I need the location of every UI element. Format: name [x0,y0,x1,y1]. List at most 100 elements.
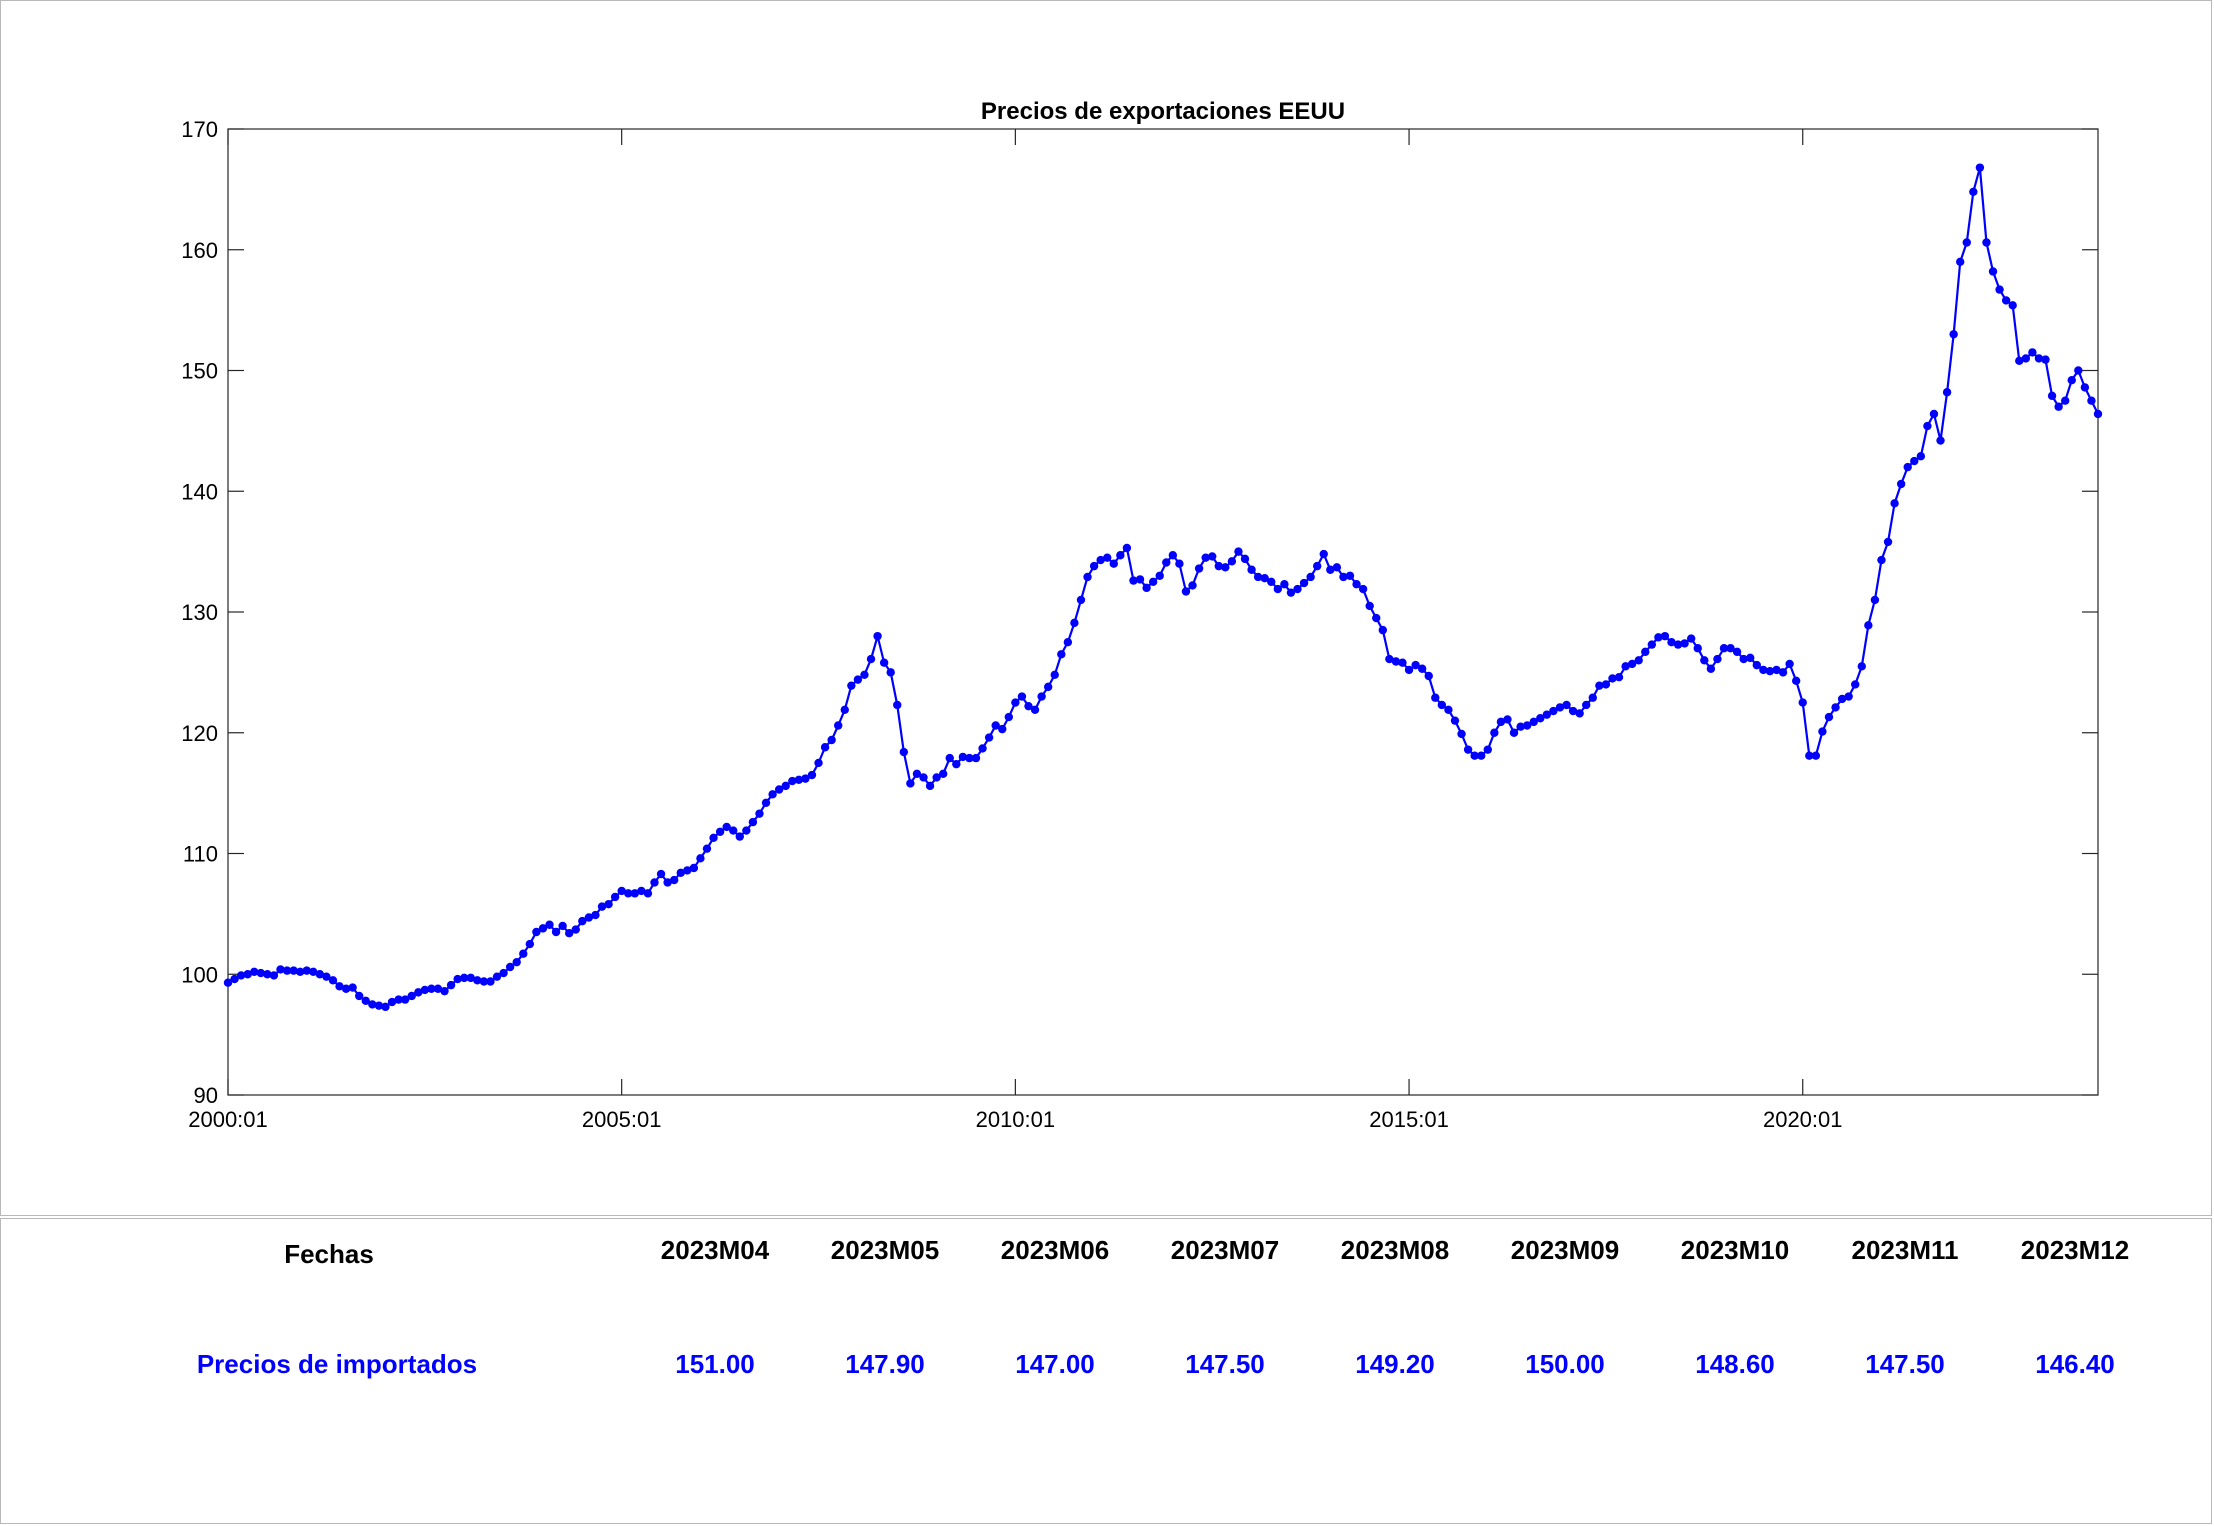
data-point [302,966,311,975]
data-point [1175,559,1184,568]
data-point [420,985,430,995]
data-point [1936,436,1945,445]
data-point [1896,479,1906,489]
data-point [1345,571,1355,580]
data-point [1582,700,1591,710]
data-point [446,980,456,990]
data-point [965,753,974,763]
data-point [1011,698,1020,707]
data-point [1654,633,1663,642]
data-point [1890,499,1899,508]
date-header: 2023M07 [1170,1235,1280,1265]
data-point [1929,409,1939,419]
data-point [394,995,403,1004]
data-point [1562,700,1571,710]
data-point [958,752,968,762]
data-point [1319,549,1328,559]
data-point [637,886,646,896]
data-point [1030,705,1040,715]
data-point [781,781,790,791]
data-point [624,889,633,898]
data-point [1877,555,1886,565]
data-point [1778,668,1788,677]
data-point [1096,555,1105,565]
data-point [1339,572,1348,582]
data-point [1752,660,1762,670]
data-point [663,878,672,887]
data-point [742,826,751,835]
data-point [440,986,449,996]
data-point [860,670,869,679]
data-point [899,747,909,757]
data-point [1234,547,1243,556]
data-point [571,925,580,934]
data-point [374,1001,384,1010]
data-point [1129,576,1138,585]
data-point [801,774,810,783]
data-point [1732,647,1742,657]
data-point [1280,580,1289,589]
data-point [1116,551,1125,560]
data-point [1267,577,1276,587]
data-point [1529,717,1538,727]
data-point [473,976,482,985]
data-point [1627,659,1637,669]
data-point [630,889,640,898]
row-header-label: Fechas [284,1239,374,1269]
data-point [1411,660,1420,670]
data-point [1457,729,1466,739]
data-point [853,675,863,684]
data-point [591,910,600,920]
data-point [269,971,279,980]
data-point [879,658,889,667]
data-point [512,957,521,967]
data-point [1057,650,1066,659]
line-chart: Precios de exportaciones EEUU 90 100 110 12… [181,98,2103,1132]
x-tick-label: 2010:01 [976,1107,1056,1132]
data-point [236,971,246,980]
data-point [348,983,357,992]
price-value: 147.90 [845,1349,925,1379]
data-point [1247,565,1256,574]
x-tick-label: 2020:01 [1763,1107,1843,1132]
data-point [1975,163,1985,172]
data-point [479,977,489,986]
y-tick-label: 110 [183,842,218,867]
data-point [295,967,305,977]
plot-area [227,128,2099,1096]
series-line [227,167,2099,1009]
data-point [709,833,718,843]
date-header: 2023M08 [1340,1235,1450,1265]
chart-title: Precios de exportaciones EEUU [981,98,1345,125]
data-point [1162,558,1171,567]
data-point [558,921,567,931]
data-point [1667,637,1676,647]
data-point [2028,348,2037,357]
data-point [735,832,744,841]
data-point [827,735,836,745]
price-value: 147.00 [1015,1349,1095,1379]
data-point [1549,706,1558,716]
y-tick-label: 170 [181,117,218,142]
price-value: 150.00 [1525,1349,1605,1379]
data-point [1194,564,1204,573]
data-point [230,974,239,984]
data-point [820,743,830,752]
data-point [886,668,895,677]
data-point [1568,706,1578,716]
data-point [1148,577,1158,587]
data-point [729,826,738,835]
data-point [1713,654,1722,664]
data-point [1109,559,1118,568]
data-point [1942,388,1952,397]
data-point [847,681,856,690]
data-point [243,970,252,979]
data-point [1706,664,1716,673]
data-point [912,769,922,779]
data-point [1004,712,1014,722]
row-value-label: Precios de importados [196,1349,478,1379]
data-point [2080,383,2090,392]
data-point [1122,543,1132,553]
data-point [538,924,548,933]
data-point [945,753,954,763]
